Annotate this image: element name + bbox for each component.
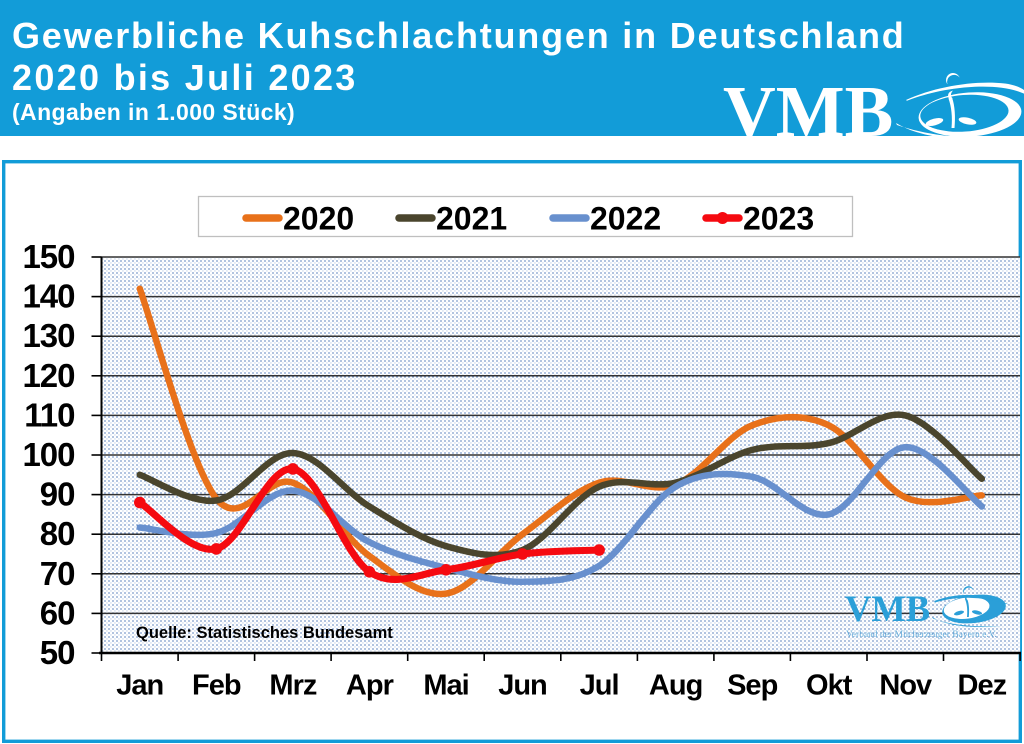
svg-text:100: 100 bbox=[22, 436, 74, 473]
svg-text:Sep: Sep bbox=[727, 669, 777, 701]
svg-text:Verband der Milcherzeuger Baye: Verband der Milcherzeuger Bayern e.V. bbox=[846, 630, 997, 640]
svg-text:Aug: Aug bbox=[649, 669, 702, 701]
svg-text:2020: 2020 bbox=[283, 201, 354, 237]
svg-text:150: 150 bbox=[22, 238, 74, 275]
svg-text:70: 70 bbox=[40, 555, 75, 592]
svg-text:140: 140 bbox=[22, 278, 74, 315]
svg-text:130: 130 bbox=[22, 317, 74, 354]
svg-text:Nov: Nov bbox=[879, 669, 932, 701]
svg-text:Apr: Apr bbox=[346, 669, 394, 701]
svg-text:Mrz: Mrz bbox=[269, 669, 316, 701]
svg-text:Quelle: Statistisches Bundesam: Quelle: Statistisches Bundesamt bbox=[136, 624, 393, 642]
svg-text:120: 120 bbox=[22, 357, 74, 394]
svg-text:110: 110 bbox=[24, 396, 74, 433]
svg-text:2023: 2023 bbox=[743, 201, 814, 237]
svg-text:50: 50 bbox=[40, 634, 75, 671]
svg-text:VMB: VMB bbox=[723, 71, 893, 136]
svg-text:2021: 2021 bbox=[436, 201, 507, 237]
svg-text:Dez: Dez bbox=[958, 669, 1007, 701]
svg-text:Jul: Jul bbox=[580, 669, 619, 701]
svg-text:60: 60 bbox=[40, 594, 75, 631]
svg-text:Feb: Feb bbox=[192, 669, 241, 701]
svg-text:Jun: Jun bbox=[498, 669, 547, 701]
svg-text:80: 80 bbox=[40, 515, 75, 552]
svg-text:Jan: Jan bbox=[116, 669, 163, 701]
svg-text:2022: 2022 bbox=[590, 201, 661, 237]
svg-text:Okt: Okt bbox=[806, 669, 853, 701]
svg-text:VMB: VMB bbox=[845, 588, 930, 629]
svg-text:90: 90 bbox=[40, 476, 75, 513]
svg-text:Mai: Mai bbox=[423, 669, 468, 701]
